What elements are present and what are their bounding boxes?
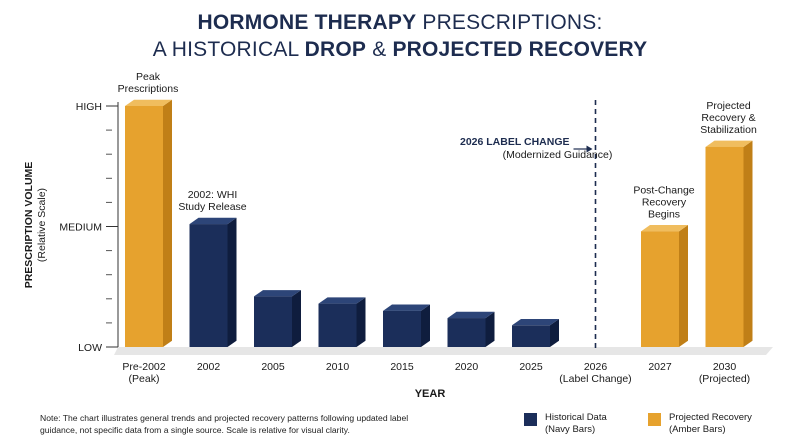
- bar-top: [383, 304, 430, 311]
- bar-annotation: Study Release: [178, 201, 246, 213]
- bar: [383, 310, 421, 347]
- label-change-title: 2026 LABEL CHANGE: [460, 136, 570, 148]
- legend-projected-name: Projected Recovery: [669, 412, 752, 423]
- bar-annotation: Recovery &: [701, 112, 755, 124]
- y-tick-label: MEDIUM: [59, 222, 102, 234]
- bar-top: [189, 217, 237, 225]
- title-recovery-part: PROJECTED RECOVERY: [392, 38, 648, 61]
- legend-historical-swatch: [524, 413, 537, 426]
- title-bold-part: HORMONE THERAPY: [197, 11, 417, 34]
- bar-annotation: Peak: [136, 71, 161, 83]
- legend-historical-name: Historical Data: [545, 412, 607, 423]
- bar-annotation: Projected: [706, 100, 751, 112]
- bar-annotation: Prescriptions: [118, 83, 179, 95]
- title-pre-part: A HISTORICAL: [152, 38, 305, 61]
- bar-top: [447, 311, 495, 319]
- bar: [125, 106, 163, 347]
- legend-projected-label: Projected Recovery (Amber Bars): [669, 412, 752, 436]
- label-change-arrow-head: [586, 145, 593, 153]
- bar-top: [641, 225, 688, 232]
- bar-annotation: Recovery: [642, 196, 687, 208]
- y-axis-title: PRESCRIPTION VOLUME (Relative Scale): [23, 162, 49, 289]
- bar-annotation: Post-Change: [633, 184, 694, 196]
- bar-top: [318, 297, 366, 304]
- bar-top: [125, 99, 172, 106]
- x-tick-label: 2027: [648, 361, 672, 373]
- chart-title-line-2: A HISTORICAL DROP & PROJECTED RECOVERY: [0, 38, 800, 62]
- y-tick-label: HIGH: [76, 101, 102, 113]
- bar-side: [356, 297, 366, 347]
- x-tick-label: 2015: [390, 361, 414, 373]
- bar-top: [254, 290, 301, 297]
- x-tick-label: 2002: [197, 361, 221, 373]
- legend-historical: Historical Data (Navy Bars): [524, 412, 607, 436]
- bar-side: [163, 99, 172, 347]
- bar-annotation: Stabilization: [700, 124, 757, 136]
- x-tick-label: 2005: [261, 361, 285, 373]
- legend-projected: Projected Recovery (Amber Bars): [648, 412, 752, 436]
- bar: [189, 224, 228, 347]
- bar: [254, 296, 292, 347]
- x-tick-label: 2010: [326, 361, 350, 373]
- y-axis-title-main: PRESCRIPTION VOLUME: [23, 161, 35, 289]
- footnote: Note: The chart illustrates general tren…: [40, 413, 409, 435]
- x-tick-label: (Peak): [129, 373, 160, 385]
- x-axis-title: YEAR: [415, 388, 446, 400]
- x-tick-label: 2020: [455, 361, 479, 373]
- bar: [705, 146, 744, 347]
- legend-projected-note: (Amber Bars): [669, 424, 726, 435]
- bar: [447, 318, 486, 347]
- bar-top: [705, 140, 753, 147]
- x-tick-label: (Label Change): [559, 373, 631, 385]
- bar-annotation: Begins: [648, 208, 680, 220]
- title-amp-part: &: [366, 38, 393, 61]
- y-axis-title-sub: (Relative Scale): [36, 187, 48, 263]
- bar-side: [421, 304, 430, 347]
- x-tick-label: 2025: [519, 361, 543, 373]
- bar: [318, 303, 357, 347]
- title-drop-part: DROP: [304, 38, 367, 61]
- bar-side: [679, 225, 688, 347]
- bar-annotation: 2002: WHI: [188, 189, 238, 201]
- bar: [512, 325, 550, 347]
- bar-top: [512, 319, 559, 326]
- bar-side: [550, 319, 559, 347]
- chart-title-line-1: HORMONE THERAPY PRESCRIPTIONS:: [0, 11, 800, 35]
- legend-historical-note: (Navy Bars): [545, 424, 596, 435]
- legend-projected-swatch: [648, 413, 661, 426]
- title-rest-part: PRESCRIPTIONS:: [416, 11, 603, 34]
- bar-side: [743, 140, 753, 347]
- label-change-subtitle: (Modernized Guidance): [503, 149, 613, 161]
- bar-side: [485, 311, 495, 347]
- bar: [641, 231, 679, 347]
- x-tick-label: 2030: [713, 361, 737, 373]
- x-tick-label: (Projected): [699, 373, 750, 385]
- bar-side: [292, 290, 301, 347]
- y-tick-label: LOW: [78, 342, 102, 354]
- bar-side: [227, 217, 237, 347]
- x-tick-label: Pre-2002: [122, 361, 165, 373]
- floor-shadow: [114, 347, 773, 355]
- x-tick-label: 2026: [584, 361, 608, 373]
- legend-historical-label: Historical Data (Navy Bars): [545, 412, 607, 436]
